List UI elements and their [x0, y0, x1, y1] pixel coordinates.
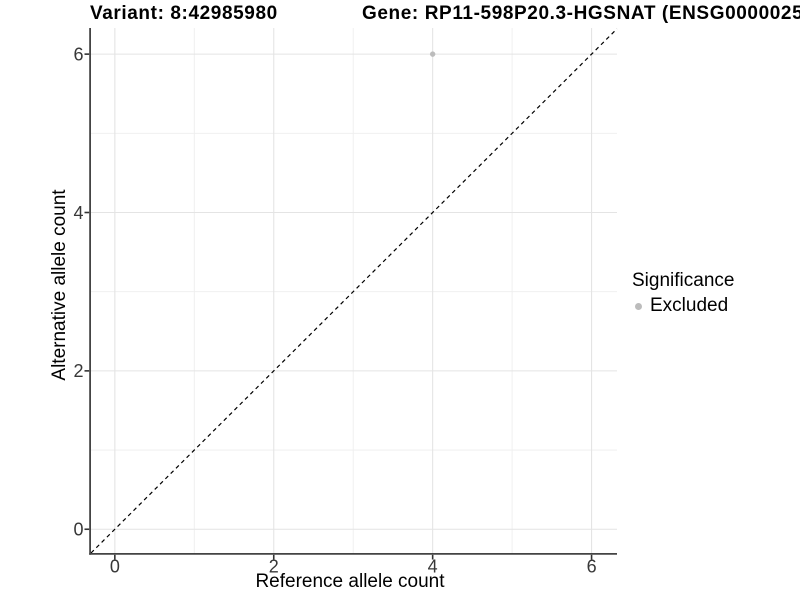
y-tick-label: 2	[73, 361, 83, 381]
legend-title: Significance	[632, 270, 735, 291]
gene-title: Gene: RP11-598P20.3-HGSNAT (ENSG0000025	[362, 3, 800, 24]
y-tick-label: 4	[73, 203, 83, 223]
x-tick-label: 0	[110, 557, 120, 577]
legend-item-label: Excluded	[650, 295, 729, 316]
variant-title: Variant: 8:42985980	[90, 3, 278, 24]
x-tick-label: 2	[269, 557, 279, 577]
identity-reference-line	[90, 28, 618, 554]
legend: Significance Excluded	[631, 270, 734, 317]
y-tick-label: 6	[73, 44, 83, 64]
data-point	[429, 51, 436, 57]
y-axis-title: Alternative allele count	[49, 189, 70, 381]
excluded-point-icon	[635, 302, 642, 310]
x-tick-label: 6	[587, 557, 597, 577]
x-axis-title: Reference allele count	[255, 571, 445, 592]
legend-item-excluded: Excluded	[635, 295, 734, 317]
y-tick-label: 0	[73, 520, 83, 540]
x-tick-label: 4	[428, 557, 438, 577]
